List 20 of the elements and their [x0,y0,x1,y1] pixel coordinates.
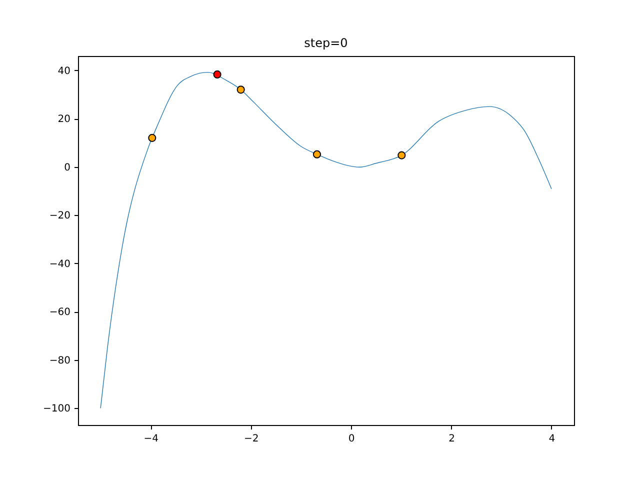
x-tick-label: 2 [448,434,455,444]
x-tick-label: −4 [144,434,159,444]
y-tick-label: −40 [49,258,70,270]
point [213,70,222,78]
x-tick-label: 4 [548,434,556,444]
y-tick-label: −80 [49,355,70,366]
line-series [100,72,552,409]
point [148,134,156,142]
y-tick-label: 20 [58,114,70,126]
point [398,151,406,160]
point [236,86,245,94]
y-tick-label: −100 [43,404,70,415]
y-tick-label: 0 [64,162,70,174]
point [312,150,322,158]
y-tick-label: −20 [49,210,70,222]
x-tick-label: −2 [244,434,259,444]
x-tick-label: 0 [348,434,355,444]
y-tick-label: −60 [49,307,70,318]
y-tick-label: 40 [58,66,70,77]
chart-title: step=0 [304,36,348,50]
